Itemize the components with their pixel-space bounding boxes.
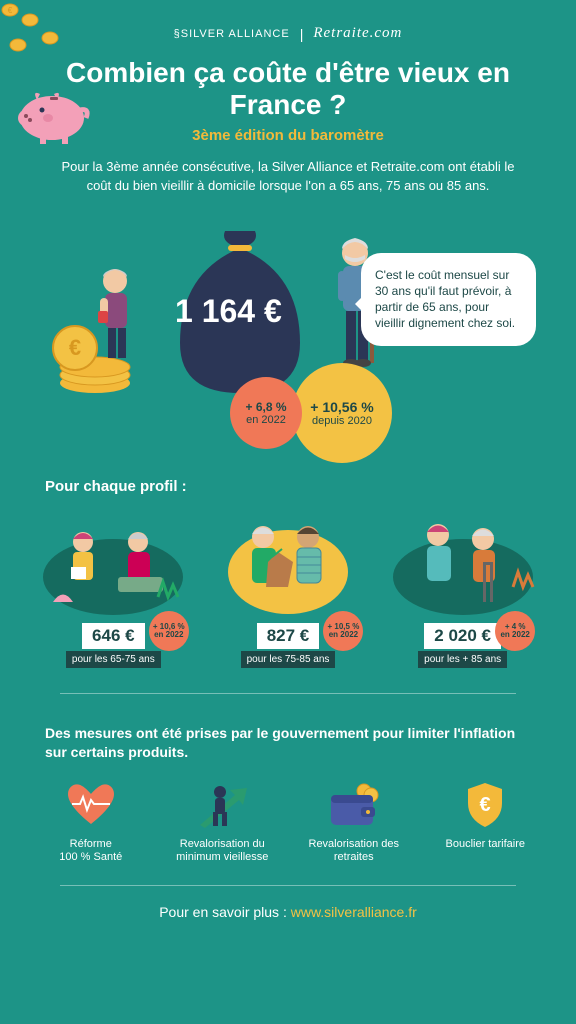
footer-text: Pour en savoir plus : [159, 904, 291, 920]
elderly-woman-coins-icon: € [50, 263, 160, 403]
measure-minimum: Revalorisation du minimum vieillesse [162, 780, 284, 866]
divider-2 [60, 885, 516, 886]
measures-row: Réforme100 % Santé Revalorisation du min… [30, 780, 546, 866]
svg-text:€: € [69, 335, 81, 360]
profile-75-85: 827 € + 10,5 % en 2022 pour les 75-85 an… [205, 507, 372, 668]
main-graphic: € 1 164 € C'est l [30, 213, 546, 433]
profile-65-75: 646 € + 10,6 % en 2022 pour les 65-75 an… [30, 507, 197, 668]
subtitle: 3ème édition du baromètre [30, 127, 546, 144]
profiles-label: Pour chaque profil : [45, 478, 546, 495]
piggy-bank-icon [12, 80, 92, 145]
range-85-plus: pour les + 85 ans [418, 651, 507, 668]
range-65-75: pour les 65-75 ans [66, 651, 161, 668]
measure-label-shield: Bouclier tarifaire [425, 838, 547, 852]
measure-label-minimum: Revalorisation du minimum vieillesse [162, 838, 284, 866]
header-logos: §SILVER ALLIANCE | Retraite.com [30, 25, 546, 42]
coins-decoration: € [0, 0, 70, 70]
measure-label-pensions: Revalorisation des retraites [293, 838, 415, 866]
intro-text: Pour la 3ème année consécutive, la Silve… [60, 158, 516, 194]
profile-illus-2 [208, 507, 368, 617]
footer: Pour en savoir plus : www.silveralliance… [30, 904, 546, 920]
badge-2022: + 6,8 % en 2022 [230, 377, 302, 449]
measure-label-health: Réforme100 % Santé [30, 838, 152, 866]
wallet-icon [326, 781, 381, 829]
price-85-plus: 2 020 € [424, 623, 501, 649]
measure-shield: € Bouclier tarifaire [425, 780, 547, 866]
profiles-row: 646 € + 10,6 % en 2022 pour les 65-75 an… [30, 507, 546, 668]
footer-url[interactable]: www.silveralliance.fr [291, 904, 417, 920]
profile-illus-3 [383, 507, 543, 617]
arrow-person-icon [195, 780, 250, 830]
measure-pensions: Revalorisation des retraites [293, 780, 415, 866]
shield-icon: € [464, 781, 506, 829]
heart-icon [66, 782, 116, 827]
price-75-85: 827 € [257, 623, 320, 649]
pct-badge-85-plus: + 4 % en 2022 [495, 611, 535, 651]
divider [60, 693, 516, 694]
profile-illus-1 [33, 507, 193, 617]
pct-badge-65-75: + 10,6 % en 2022 [149, 611, 189, 651]
explanation-bubble: C'est le coût mensuel sur 30 ans qu'il f… [361, 253, 536, 346]
logo-separator: | [300, 26, 304, 42]
range-75-85: pour les 75-85 ans [241, 651, 336, 668]
logo-silver-alliance: §SILVER ALLIANCE [174, 28, 290, 40]
measures-intro: Des mesures ont été prises par le gouver… [45, 724, 531, 762]
logo-retraite: Retraite.com [313, 25, 402, 42]
svg-text:€: € [8, 6, 13, 15]
svg-text:€: € [480, 794, 491, 816]
profile-85-plus: 2 020 € + 4 % en 2022 pour les + 85 ans [379, 507, 546, 668]
main-amount: 1 164 € [175, 293, 282, 330]
percentage-badges: + 6,8 % en 2022 + 10,56 % depuis 2020 [230, 363, 392, 463]
price-65-75: 646 € [82, 623, 145, 649]
measure-health: Réforme100 % Santé [30, 780, 152, 866]
pct-badge-75-85: + 10,5 % en 2022 [323, 611, 363, 651]
badge-since-2020: + 10,56 % depuis 2020 [292, 363, 392, 463]
main-title: Combien ça coûte d'être vieux en France … [30, 57, 546, 121]
